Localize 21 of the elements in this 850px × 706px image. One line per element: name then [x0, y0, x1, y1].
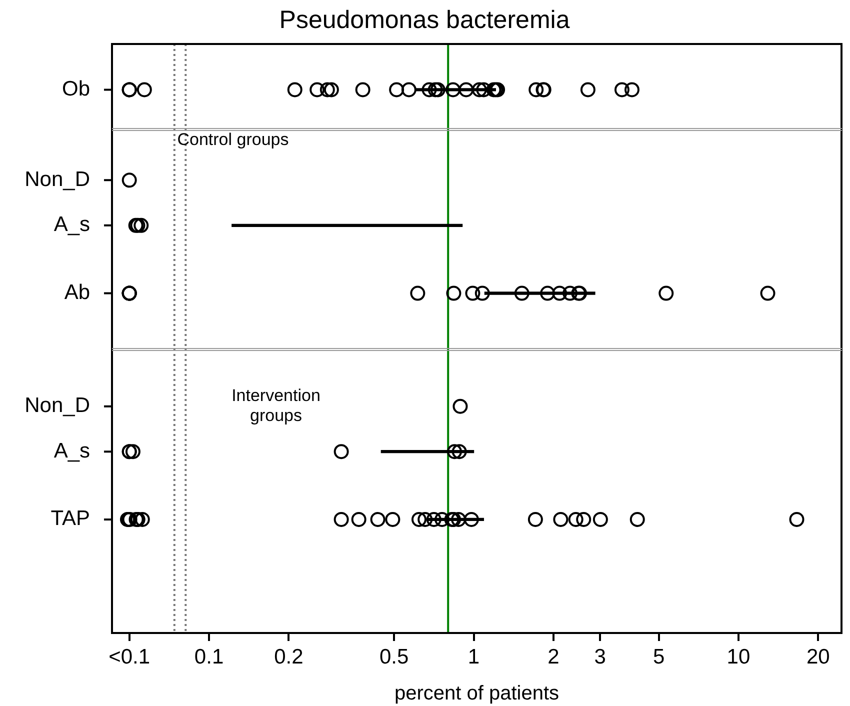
- y-tick-label: TAP: [50, 507, 90, 530]
- y-tick-label: Non_D: [24, 394, 90, 418]
- chart-title: Pseudomonas bacteremia: [279, 6, 570, 34]
- x-tick-label: 20: [806, 645, 830, 668]
- y-tick-label: Ob: [62, 78, 90, 101]
- x-tick-label: 0.2: [274, 645, 304, 668]
- y-tick-label: A_s: [54, 439, 90, 462]
- annotation: Intervention groups: [230, 386, 322, 426]
- y-tick-label: A_s: [54, 213, 90, 236]
- x-tick-label: 0.1: [194, 645, 224, 668]
- x-tick-label: <0.1: [108, 645, 150, 668]
- x-axis-title: percent of patients: [394, 682, 560, 705]
- y-tick-label: Non_D: [24, 168, 90, 191]
- x-tick-label: 0.5: [379, 645, 409, 668]
- x-tick-label: 2: [548, 645, 560, 668]
- x-tick-label: 1: [468, 645, 480, 668]
- y-tick-label: Ab: [64, 281, 90, 304]
- annotation: Control groups: [176, 130, 290, 150]
- x-tick-label: 3: [594, 645, 606, 668]
- x-tick-label: 5: [652, 645, 665, 668]
- x-tick-label: 10: [726, 645, 750, 668]
